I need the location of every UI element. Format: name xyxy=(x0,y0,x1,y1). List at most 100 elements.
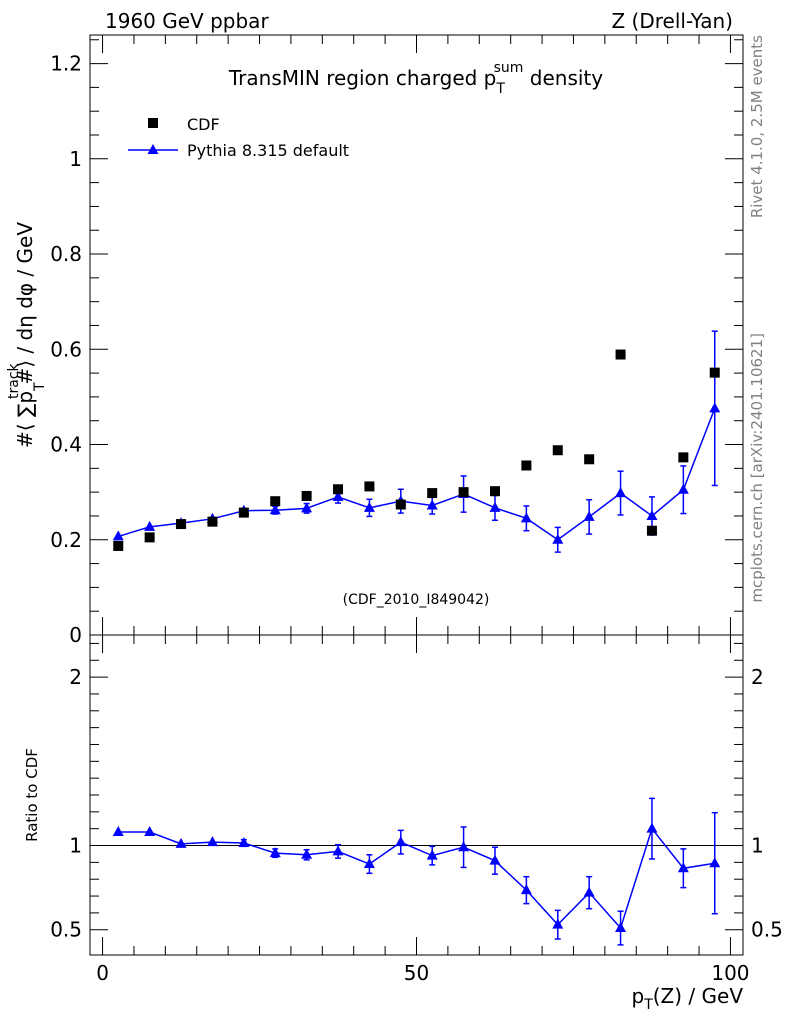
cdf-point xyxy=(489,486,500,497)
ratio-point xyxy=(552,918,564,929)
pythia-point xyxy=(583,510,595,521)
pythia-point xyxy=(301,502,313,513)
pythia-point xyxy=(709,402,721,413)
cdf-point xyxy=(301,490,312,501)
xtick-label: 0 xyxy=(96,961,109,985)
ratio-point xyxy=(269,847,281,858)
xlabel-sub: T xyxy=(643,997,653,1013)
legend-label-cdf: CDF xyxy=(187,115,220,134)
cdf-point xyxy=(521,460,532,471)
main-ylabel: #⟨ ∑p #⟩ / dη dφ / GeV xyxy=(13,222,37,448)
ratio-point xyxy=(175,837,187,848)
ratio-point xyxy=(709,857,721,868)
cdf-point xyxy=(646,525,657,536)
legend: CDF Pythia 8.315 default xyxy=(128,115,349,160)
ratio-point xyxy=(426,849,438,860)
cdf-point xyxy=(427,488,438,499)
ratio-point xyxy=(301,848,313,859)
ratio-point xyxy=(238,837,250,847)
ratio-panel-frame xyxy=(89,634,744,956)
ratio-data-layer xyxy=(112,797,721,946)
pythia-point xyxy=(363,501,375,512)
cdf-point xyxy=(113,540,124,551)
pythia-point xyxy=(112,530,124,541)
main-ytick-label: 0.8 xyxy=(50,242,82,266)
header-right-label: Z (Drell-Yan) xyxy=(611,9,733,33)
pythia-point xyxy=(646,509,658,520)
cdf-point xyxy=(552,445,563,456)
cdf-point xyxy=(176,519,187,530)
ratio-ytick-label: 2 xyxy=(69,665,82,689)
ratio-point xyxy=(363,858,375,869)
cdf-point xyxy=(395,499,406,510)
xtick-label: 50 xyxy=(404,961,429,985)
ratio-ytick-label-right: 2 xyxy=(751,665,764,689)
main-ylabel-sub: T xyxy=(32,382,48,392)
pythia-point xyxy=(144,520,156,531)
ratio-point xyxy=(112,826,124,837)
ratio-point xyxy=(646,822,658,833)
ratio-point xyxy=(332,845,344,856)
analysis-watermark: (CDF_2010_I849042) xyxy=(343,592,490,608)
main-ytick-label: 0.6 xyxy=(50,337,82,361)
main-ytick-label: 0.4 xyxy=(50,433,82,457)
ratio-ytick-label-right: 1 xyxy=(751,834,764,858)
header-left-label: 1960 GeV ppbar xyxy=(105,9,269,33)
main-ylabel-group: #⟨ ∑p #⟩ / dη dφ / GeV track T xyxy=(6,222,48,448)
pythia-point xyxy=(552,533,564,544)
ratio-series-line xyxy=(118,827,715,930)
cdf-point xyxy=(238,507,249,518)
main-title-sup: sum xyxy=(494,60,524,76)
ratio-point xyxy=(144,826,156,837)
ratio-ylabel: Ratio to CDF xyxy=(23,748,41,842)
ratio-point xyxy=(458,841,470,852)
ratio-point xyxy=(615,922,627,933)
pythia-point xyxy=(520,512,532,523)
cdf-point xyxy=(709,367,720,378)
legend-marker-pythia xyxy=(147,144,159,154)
main-ytick-label: 0.2 xyxy=(50,528,82,552)
ratio-point xyxy=(583,886,595,897)
cdf-point xyxy=(458,487,469,498)
cdf-point xyxy=(333,484,344,495)
cdf-point xyxy=(615,349,626,360)
pythia-point xyxy=(332,490,344,501)
pythia-point xyxy=(269,504,281,515)
xlabel-end: (Z) / GeV xyxy=(653,984,744,1008)
pythia-point xyxy=(489,501,501,512)
rivet-label: Rivet 4.1.0, 2.5M events xyxy=(748,35,766,218)
cdf-point xyxy=(364,481,375,492)
cdf-point xyxy=(270,496,281,507)
ratio-point xyxy=(489,854,501,865)
main-y-axis: 0 0.2 0.4 0.6 0.8 1 1.2 xyxy=(50,39,743,647)
legend-label-pythia: Pythia 8.315 default xyxy=(187,141,349,160)
ratio-ytick-label: 0.5 xyxy=(50,918,82,942)
xlabel-p: p xyxy=(631,984,644,1008)
ratio-ytick-label: 1 xyxy=(69,834,82,858)
main-title-text: TransMIN region charged p xyxy=(228,66,496,90)
main-title: TransMIN region charged pTsum density xyxy=(228,60,603,97)
ratio-point xyxy=(677,862,689,873)
pythia-point xyxy=(426,499,438,510)
main-title-sub: T xyxy=(495,81,505,97)
cdf-point xyxy=(144,532,155,543)
legend-marker-cdf xyxy=(148,118,158,128)
main-ytick-label: 0 xyxy=(69,623,82,647)
ratio-ytick-label-right: 0.5 xyxy=(751,918,783,942)
ratio-point xyxy=(520,884,532,895)
xtick-label: 100 xyxy=(711,961,749,985)
x-axis: 0 50 100 xyxy=(96,35,750,985)
main-data-layer xyxy=(112,330,721,553)
main-ylabel-sup: track xyxy=(6,362,22,399)
mcplots-label: mcplots.cern.ch [arXiv:2401.10621] xyxy=(748,333,766,603)
pythia-point xyxy=(615,487,627,498)
ratio-point xyxy=(395,836,407,847)
cdf-point xyxy=(584,454,595,465)
ratio-point xyxy=(206,836,218,847)
x-axis-label: pT(Z) / GeV xyxy=(631,984,743,1013)
ratio-y-axis: 0.5 0.5 1 1 2 2 xyxy=(50,642,783,942)
cdf-point xyxy=(207,516,218,527)
main-title-end: density xyxy=(523,66,603,90)
pythia-point xyxy=(677,483,689,494)
